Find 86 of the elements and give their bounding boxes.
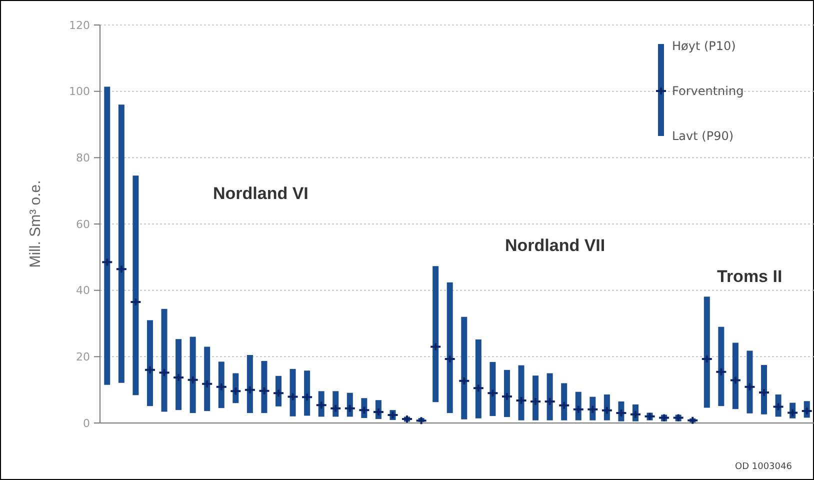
annotation: Nordland VII: [505, 236, 606, 255]
bar: [761, 364, 768, 414]
point: [416, 417, 426, 424]
annotation: Høyt (P10): [672, 39, 736, 54]
point: [602, 406, 612, 414]
bar: [304, 370, 310, 416]
bar: [518, 365, 524, 420]
bar: [146, 320, 153, 406]
bar: [176, 339, 182, 410]
point: [444, 355, 455, 362]
bar: [432, 266, 439, 402]
point: [102, 258, 112, 266]
y-axis-title: Mill. Sm³ o.e.: [27, 180, 44, 268]
text: OD 1003046: [735, 462, 792, 472]
point: [802, 408, 812, 415]
point: [488, 390, 498, 397]
bar: [446, 282, 453, 414]
point: [544, 398, 555, 405]
bar: [290, 368, 296, 416]
point: [744, 383, 755, 390]
point: [716, 368, 726, 376]
legend-label: Forventning: [672, 84, 744, 98]
point: [530, 398, 541, 405]
bar: [532, 376, 539, 420]
point: [316, 402, 326, 409]
annotation: Nordland VI: [213, 184, 308, 203]
bar: [704, 296, 710, 408]
bar: [190, 336, 196, 414]
point: [188, 376, 198, 384]
point: [502, 392, 512, 400]
point: [730, 376, 740, 384]
point: [359, 406, 370, 414]
point: [288, 393, 298, 400]
point: [559, 402, 570, 409]
y-tick-label: 40: [76, 284, 90, 298]
point: [159, 369, 170, 376]
bar: [161, 308, 168, 412]
bar: [132, 176, 139, 396]
point: [144, 366, 155, 374]
annotation: Troms II: [717, 267, 782, 286]
bar: [204, 346, 210, 412]
y-tick-label: 20: [76, 350, 90, 364]
y-tick-label: 120: [69, 18, 90, 32]
bar: [504, 370, 510, 418]
point: [459, 377, 470, 384]
bar: [475, 339, 482, 418]
bar: [246, 355, 253, 414]
point: [274, 390, 284, 397]
point: [516, 396, 526, 404]
point: [430, 343, 441, 350]
point: [788, 409, 798, 416]
point: [702, 355, 712, 362]
point: [573, 406, 584, 413]
annotation: Lavt (P90): [672, 129, 734, 144]
bar: [546, 373, 553, 420]
point: [116, 266, 126, 273]
bar: [261, 360, 268, 414]
point: [616, 410, 626, 417]
point: [630, 410, 640, 418]
point: [259, 387, 270, 394]
y-tick-label: 60: [76, 218, 90, 231]
point: [302, 394, 312, 401]
point: [330, 404, 341, 412]
bar: [746, 350, 753, 414]
point: [344, 404, 355, 412]
bar: [732, 342, 738, 410]
point: [759, 388, 770, 396]
bar: [218, 362, 224, 408]
point: [174, 374, 184, 382]
point: [202, 380, 212, 388]
point: [216, 383, 226, 390]
point: [773, 403, 784, 410]
point: [130, 298, 141, 306]
y-tick-label: 0: [83, 416, 90, 430]
point: [230, 388, 241, 395]
bar: [104, 86, 110, 385]
bar: [490, 362, 496, 416]
y-tick-label: 100: [69, 85, 90, 98]
y-tick-label: 80: [76, 152, 90, 165]
point: [588, 406, 598, 413]
bar: [718, 326, 724, 406]
point: [244, 386, 255, 394]
point: [473, 384, 484, 392]
point: [373, 408, 384, 416]
bar: [118, 104, 124, 383]
bar: [461, 316, 468, 420]
